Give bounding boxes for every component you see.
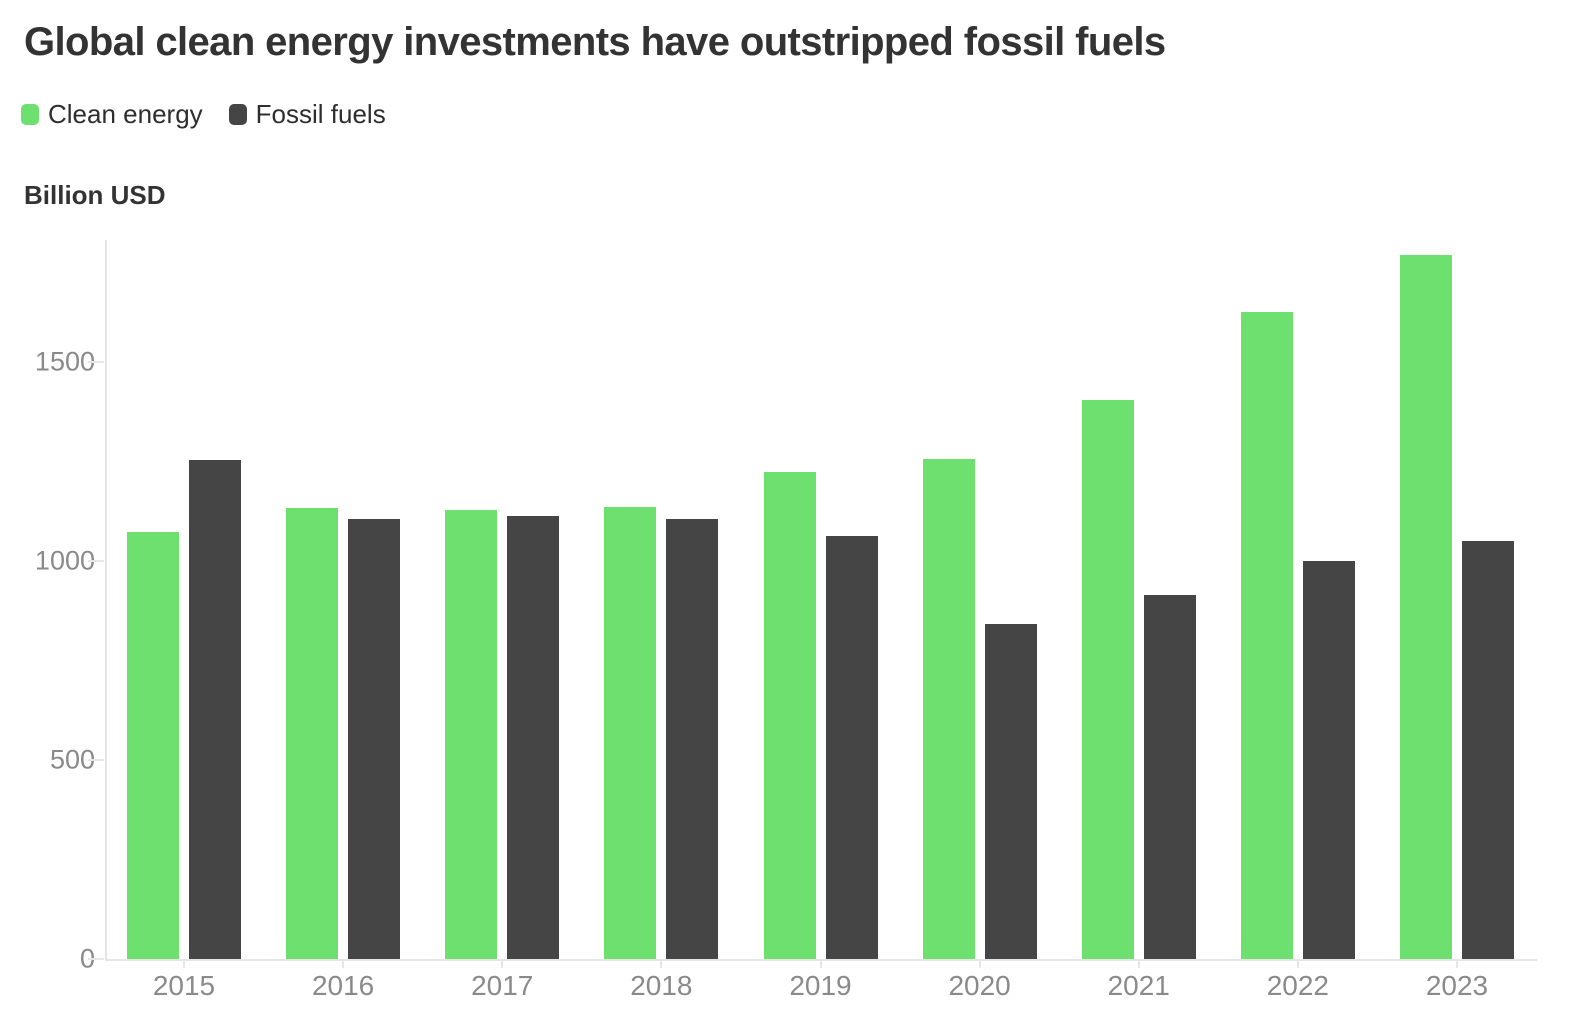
- y-axis-line: [105, 240, 107, 959]
- legend: Clean energy Fossil fuels: [21, 99, 386, 130]
- bar-group-2018: 2018: [604, 240, 719, 1000]
- bar-group-2017: 2017: [445, 240, 560, 1000]
- x-tick-label-2020: 2020: [948, 970, 1011, 1001]
- bar-fossil-fuels-2016: [348, 518, 401, 959]
- bar-clean-energy-2018: [604, 507, 657, 959]
- bar-fossil-fuels-2020: [984, 623, 1037, 959]
- x-tick-mark-2022: [1296, 959, 1299, 968]
- bar-group-2023: 2023: [1400, 240, 1514, 1000]
- bar-fossil-fuels-2019: [825, 535, 878, 959]
- x-tick-mark-2018: [660, 959, 663, 968]
- x-tick-mark-2020: [978, 959, 981, 968]
- bar-clean-energy-2017: [445, 510, 498, 959]
- x-tick-mark-2021: [1137, 959, 1140, 968]
- x-tick-label-2017: 2017: [471, 970, 534, 1001]
- x-tick-label-2019: 2019: [789, 970, 852, 1001]
- legend-item-fossil-fuels: Fossil fuels: [228, 99, 386, 130]
- legend-label-clean-energy: Clean energy: [48, 99, 203, 129]
- bar-group-2016: 2016: [286, 240, 401, 1000]
- y-axis-labels: 0 500 1000 1500: [0, 240, 95, 972]
- x-tick-label-2015: 2015: [152, 970, 216, 1001]
- x-tick-mark-2015: [183, 959, 185, 968]
- bar-group-2015: 2015: [127, 240, 241, 1000]
- y-tick-label-1000: 1000: [34, 545, 95, 576]
- bar-group-2020: 2020: [922, 240, 1037, 1000]
- x-tick-label-2018: 2018: [630, 970, 693, 1001]
- bar-fossil-fuels-2015: [189, 460, 241, 959]
- bar-clean-energy-2022: [1240, 312, 1293, 959]
- bar-clean-energy-2020: [922, 459, 975, 959]
- x-tick-mark-2023: [1456, 959, 1458, 968]
- legend-item-clean-energy: Clean energy: [21, 99, 203, 130]
- bar-fossil-fuels-2021: [1143, 594, 1196, 959]
- y-tick-label-500: 500: [49, 744, 95, 775]
- x-tick-mark-2016: [342, 959, 345, 968]
- fossil-fuels-swatch-icon: [228, 104, 247, 125]
- bar-fossil-fuels-2023: [1462, 541, 1514, 959]
- y-tick-mark-500: [88, 759, 104, 762]
- bar-clean-energy-2015: [127, 532, 179, 959]
- bar-clean-energy-2021: [1081, 400, 1134, 959]
- y-tick-mark-1500: [88, 361, 104, 364]
- y-tick-label-1500: 1500: [34, 346, 95, 377]
- bar-group-2022: 2022: [1240, 240, 1355, 1000]
- bar-fossil-fuels-2017: [507, 516, 560, 959]
- x-tick-label-2023: 2023: [1425, 970, 1489, 1001]
- x-tick-label-2021: 2021: [1107, 970, 1170, 1001]
- clean-energy-swatch-icon: [21, 104, 39, 125]
- x-tick-mark-2019: [819, 959, 822, 968]
- y-tick-mark-0: [88, 958, 104, 960]
- y-axis-title: Billion USD: [24, 180, 166, 210]
- chart-title: Global clean energy investments have out…: [24, 20, 1166, 64]
- bar-fossil-fuels-2022: [1302, 561, 1355, 959]
- bar-clean-energy-2019: [763, 471, 816, 959]
- bar-clean-energy-2023: [1400, 254, 1452, 959]
- x-tick-label-2016: 2016: [311, 970, 375, 1001]
- legend-label-fossil-fuels: Fossil fuels: [255, 99, 386, 129]
- bar-clean-energy-2016: [286, 508, 339, 959]
- bar-group-2019: 2019: [763, 240, 878, 1000]
- x-tick-label-2022: 2022: [1266, 970, 1330, 1001]
- bar-group-2021: 2021: [1081, 240, 1196, 1000]
- y-tick-mark-1000: [88, 560, 104, 563]
- bar-fossil-fuels-2018: [666, 518, 719, 959]
- y-tick-label-0: 0: [79, 943, 95, 974]
- plot-area: 2015 2016 2017 2018 2019 2020 2021 2022 2023: [88, 240, 1537, 1000]
- x-tick-mark-2017: [501, 959, 504, 968]
